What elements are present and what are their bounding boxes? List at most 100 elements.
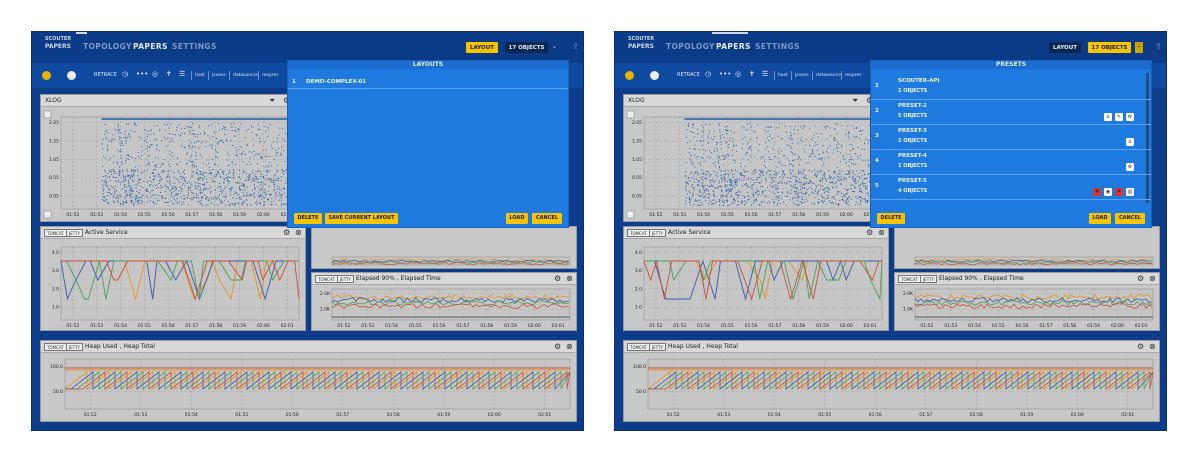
delete-button[interactable]: DELETE bbox=[294, 213, 322, 224]
filter-pill[interactable]: jsvess bbox=[208, 71, 229, 80]
scatter-point bbox=[685, 175, 687, 177]
layout-button[interactable]: LAYOUT bbox=[1049, 42, 1081, 53]
more-icon[interactable]: ••• bbox=[719, 70, 732, 78]
tag-tomcat[interactable]: TOMCAT bbox=[44, 229, 67, 237]
tag-tomcat[interactable]: TOMCAT bbox=[627, 229, 650, 237]
list-item[interactable]: 1 SCOUTER-API 2 OBJECTS bbox=[871, 75, 1151, 100]
filter-icon[interactable]: ⏷ bbox=[269, 96, 276, 105]
pause-icon[interactable] bbox=[625, 71, 634, 80]
gear-icon[interactable]: ⚙ bbox=[866, 228, 874, 237]
scatter-point bbox=[281, 169, 283, 171]
filter-pill[interactable]: datasource bbox=[229, 71, 261, 80]
list-item[interactable]: 4 PRESET-4 1 OBJECTS ⚙ bbox=[871, 150, 1151, 175]
list-item[interactable]: 5 PRESET-5 4 OBJECTS ♥ ◉ ⚑ ▥ bbox=[871, 175, 1151, 200]
list-item[interactable]: 2 PRESET-2 5 OBJECTS ♙ ✎ ⚙ bbox=[871, 100, 1151, 125]
tag-tomcat[interactable]: TOMCAT bbox=[315, 275, 338, 283]
scatter-point bbox=[834, 137, 836, 139]
list-item[interactable]: 3 PRESET-3 2 OBJECTS ♙ bbox=[871, 125, 1151, 150]
share-icon[interactable]: ⇪ bbox=[1155, 42, 1162, 51]
menu-icon[interactable]: ☰ bbox=[762, 70, 769, 78]
close-icon[interactable]: ⊗ bbox=[1149, 274, 1156, 283]
filter-pill[interactable]: jsvess bbox=[791, 71, 812, 80]
tag-jetty[interactable]: JETTY bbox=[66, 229, 83, 237]
retrace-button[interactable]: RETRACE bbox=[677, 72, 700, 78]
scatter-point bbox=[784, 125, 786, 127]
tag-jetty[interactable]: JETTY bbox=[649, 343, 666, 351]
load-button[interactable]: LOAD bbox=[1089, 213, 1111, 224]
filter-pill[interactable]: host bbox=[191, 71, 208, 80]
cancel-button[interactable]: CANCEL bbox=[532, 213, 562, 224]
filter-pill[interactable]: resprec bbox=[258, 71, 282, 80]
scatter-point bbox=[188, 181, 190, 183]
filter-pill[interactable]: datasource bbox=[812, 71, 844, 80]
delete-button[interactable]: DELETE bbox=[877, 213, 905, 224]
chevron-down-icon[interactable]: ⌄ bbox=[1135, 42, 1143, 53]
cancel-button[interactable]: CANCEL bbox=[1115, 213, 1145, 224]
objects-button[interactable]: 17 OBJECTS bbox=[505, 42, 548, 53]
nav-topology[interactable]: TOPOLOGY bbox=[83, 42, 132, 51]
scatter-point bbox=[156, 144, 158, 146]
scatter-point bbox=[238, 176, 240, 178]
chevron-down-icon[interactable]: ⌄ bbox=[552, 43, 558, 50]
tag-jetty[interactable]: JETTY bbox=[920, 275, 937, 283]
close-icon[interactable]: ⊗ bbox=[295, 228, 302, 237]
clock-icon[interactable]: ◷ bbox=[122, 70, 129, 78]
add-icon[interactable] bbox=[650, 71, 659, 80]
scatter-point bbox=[124, 176, 126, 178]
nav-settings[interactable]: SETTINGS bbox=[755, 42, 800, 51]
close-icon[interactable]: ⊗ bbox=[566, 342, 573, 351]
tag-tomcat[interactable]: TOMCAT bbox=[627, 343, 650, 351]
tag-jetty[interactable]: JETTY bbox=[66, 343, 83, 351]
modal-scrollbar[interactable] bbox=[1146, 73, 1149, 203]
save-layout-button[interactable]: SAVE CURRENT LAYOUT bbox=[325, 213, 398, 224]
scatter-point bbox=[765, 173, 767, 175]
scouter-logo[interactable]: SCOUTER PAPERS bbox=[623, 36, 659, 58]
more-icon[interactable]: ••• bbox=[136, 70, 149, 78]
pin-icon[interactable]: ✝ bbox=[749, 70, 755, 78]
scatter-point bbox=[241, 152, 243, 154]
scatter-point bbox=[798, 204, 800, 206]
pause-icon[interactable] bbox=[42, 71, 51, 80]
scatter-point bbox=[163, 163, 165, 165]
gear-icon[interactable]: ⚙ bbox=[1137, 342, 1145, 351]
scatter-point bbox=[777, 157, 779, 159]
menu-icon[interactable]: ☰ bbox=[179, 70, 186, 78]
nav-topology[interactable]: TOPOLOGY bbox=[666, 42, 715, 51]
target-icon[interactable]: ◎ bbox=[735, 70, 742, 78]
add-icon[interactable] bbox=[67, 71, 76, 80]
list-item[interactable]: 1 DEMO-COMPLEX-01 bbox=[288, 75, 568, 89]
target-icon[interactable]: ◎ bbox=[152, 70, 159, 78]
close-icon[interactable]: ⊗ bbox=[878, 228, 885, 237]
gear-icon[interactable]: ⚙ bbox=[283, 228, 291, 237]
series-line bbox=[61, 260, 299, 300]
filter-pill[interactable]: resprec bbox=[841, 71, 865, 80]
gear-icon[interactable]: ⚙ bbox=[554, 342, 562, 351]
nav-settings[interactable]: SETTINGS bbox=[172, 42, 217, 51]
tag-jetty[interactable]: JETTY bbox=[649, 229, 666, 237]
filter-icon[interactable]: ⏷ bbox=[852, 96, 859, 105]
tag-jetty[interactable]: JETTY bbox=[337, 275, 354, 283]
close-icon[interactable]: ⊗ bbox=[566, 274, 573, 283]
nav-papers[interactable]: PAPERS bbox=[133, 42, 168, 51]
scatter-point bbox=[220, 140, 222, 142]
clock-icon[interactable]: ◷ bbox=[705, 70, 712, 78]
retrace-button[interactable]: RETRACE bbox=[94, 72, 117, 78]
nav-papers[interactable]: PAPERS bbox=[716, 42, 751, 51]
scatter-point bbox=[769, 134, 771, 136]
pin-icon[interactable]: ✝ bbox=[166, 70, 172, 78]
gear-icon[interactable]: ⚙ bbox=[866, 96, 873, 105]
layout-button[interactable]: LAYOUT bbox=[466, 42, 498, 53]
share-icon[interactable]: ⇪ bbox=[572, 42, 579, 51]
gear-icon[interactable]: ⚙ bbox=[1137, 274, 1145, 283]
gear-icon[interactable]: ⚙ bbox=[554, 274, 562, 283]
tag-tomcat[interactable]: TOMCAT bbox=[898, 275, 921, 283]
tag-tomcat[interactable]: TOMCAT bbox=[44, 343, 67, 351]
close-icon[interactable]: ⊗ bbox=[1149, 342, 1156, 351]
gear-icon[interactable]: ⚙ bbox=[283, 96, 290, 105]
scouter-logo[interactable]: SCOUTER PAPERS bbox=[40, 36, 76, 58]
load-button[interactable]: LOAD bbox=[506, 213, 528, 224]
objects-button[interactable]: 17 OBJECTS bbox=[1088, 42, 1131, 53]
scatter-point bbox=[696, 128, 698, 130]
filter-pill[interactable]: host bbox=[774, 71, 791, 80]
scatter-point bbox=[759, 173, 761, 175]
